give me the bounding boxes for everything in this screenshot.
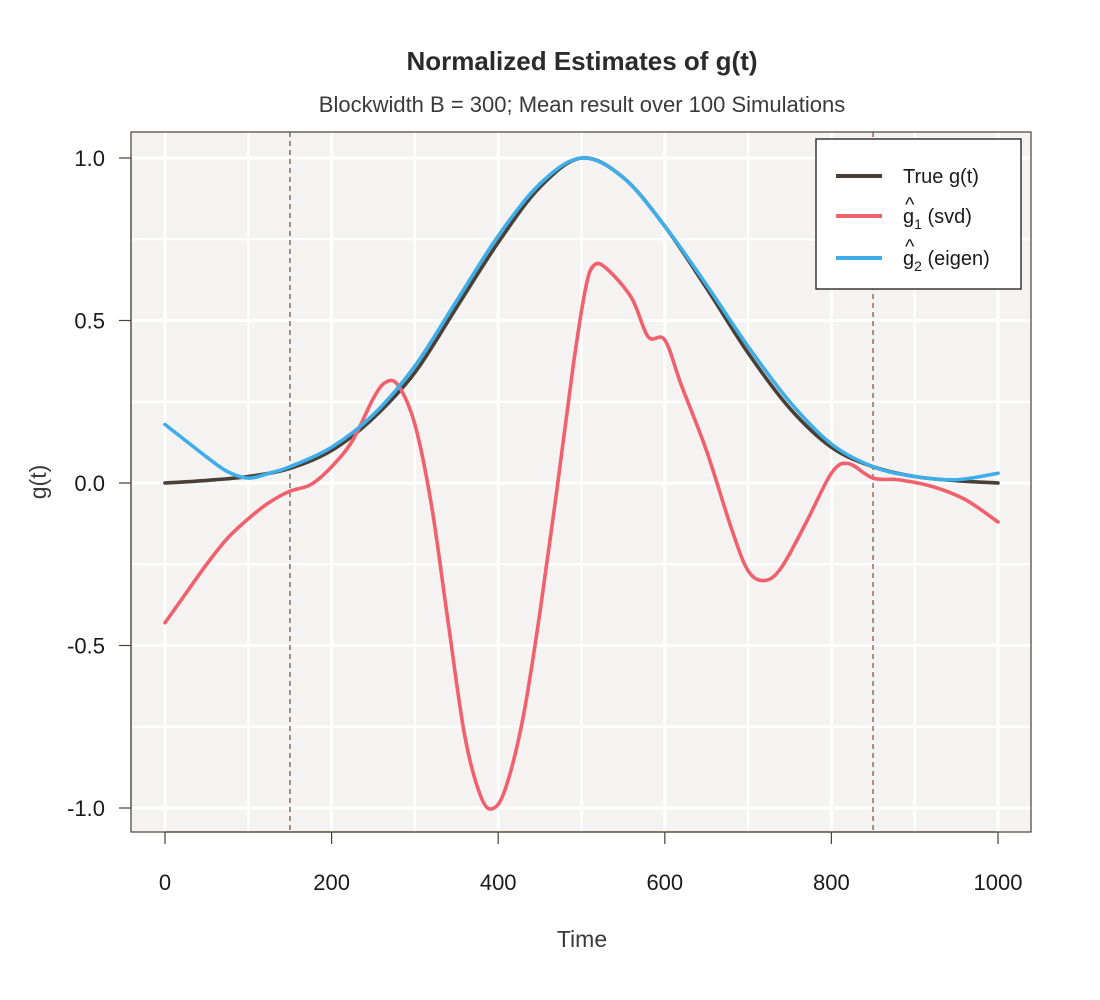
y-axis-label: g(t) — [25, 465, 51, 500]
x-tick-label: 400 — [480, 870, 517, 895]
series-line-svd — [163, 261, 1000, 811]
x-tick-label: 600 — [646, 870, 683, 895]
legend: True g(t) g1 (svd) ^ g2 (eigen) ^ — [815, 138, 1022, 290]
series-layer — [163, 156, 1000, 811]
legend-eigen-main: g — [903, 248, 914, 270]
legend-eigen-rest: (eigen) — [922, 248, 990, 270]
legend-label-true: True g(t) — [903, 166, 979, 188]
chart-subtitle: Blockwidth B = 300; Mean result over 100… — [319, 92, 845, 117]
series-line-eigen — [163, 156, 1000, 482]
y-tick-label: 0.0 — [74, 471, 105, 496]
x-tick-label: 0 — [159, 870, 171, 895]
y-tick-label: 0.5 — [74, 309, 105, 334]
x-tick-label: 1000 — [974, 870, 1023, 895]
y-tick-label: 1.0 — [74, 146, 105, 171]
x-axis-label: Time — [557, 926, 607, 952]
legend-hat-svd: ^ — [905, 194, 915, 216]
legend-eigen-sub: 2 — [914, 258, 922, 274]
legend-svd-rest: (svd) — [922, 206, 972, 228]
x-tick-label: 200 — [313, 870, 350, 895]
x-tick-label: 800 — [813, 870, 850, 895]
x-axis: 0 200 400 600 800 1000 — [159, 831, 1023, 895]
y-axis: -1.0 -0.5 0.0 0.5 1.0 — [67, 146, 132, 821]
y-tick-label: -0.5 — [67, 634, 105, 659]
legend-label-svd: g1 (svd) — [903, 206, 972, 232]
legend-svd-sub: 1 — [914, 216, 922, 232]
legend-hat-eigen: ^ — [905, 236, 915, 258]
y-tick-label: -1.0 — [67, 796, 105, 821]
chart-title: Normalized Estimates of g(t) — [406, 46, 757, 76]
legend-svd-main: g — [903, 206, 914, 228]
legend-label-eigen: g2 (eigen) — [903, 248, 990, 274]
